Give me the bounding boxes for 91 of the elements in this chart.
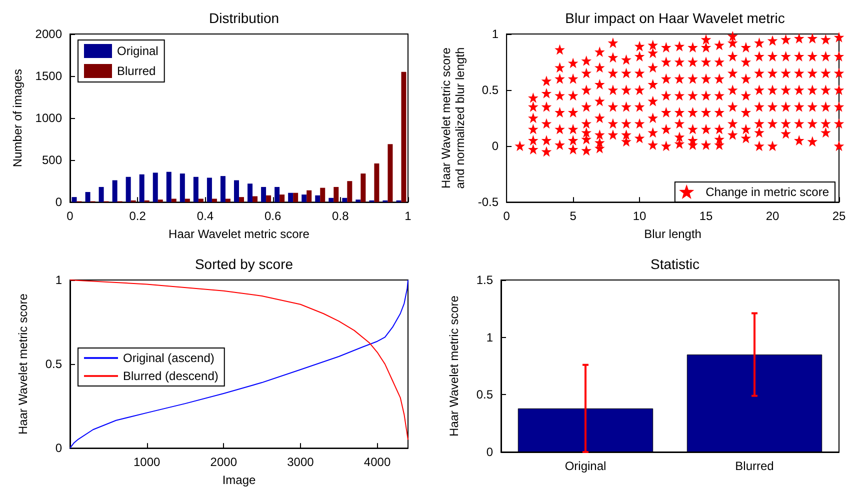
y-axis-title: Haar Wavelet metric score and normalized blur length bbox=[439, 47, 467, 189]
chart-title: Distribution bbox=[208, 10, 280, 26]
x-tick-label: 0 bbox=[66, 209, 74, 224]
x-tick-label: 4000 bbox=[364, 455, 391, 470]
chart-title: Blur impact on Haar Wavelet metric bbox=[565, 10, 785, 26]
y-tick-label: 1000 bbox=[35, 111, 62, 126]
bar bbox=[180, 174, 185, 202]
bar bbox=[193, 176, 198, 202]
bar bbox=[234, 180, 239, 202]
bar bbox=[388, 144, 393, 202]
x-axis-title: Blur length bbox=[644, 227, 702, 241]
legend-label: Blurred (descend) bbox=[123, 369, 218, 383]
y-tick-label: 1 bbox=[492, 27, 499, 41]
y-tick-label: 0.5 bbox=[45, 357, 62, 372]
x-tick-label: 0 bbox=[503, 209, 510, 224]
bar bbox=[72, 197, 77, 202]
x-tick-label: 1 bbox=[404, 209, 412, 224]
bar bbox=[293, 192, 298, 202]
x-tick-label: 5 bbox=[570, 209, 577, 224]
bar bbox=[315, 195, 320, 202]
y-tick-label: 0 bbox=[55, 195, 62, 210]
x-tick-label: 15 bbox=[699, 209, 714, 224]
bar bbox=[225, 198, 230, 202]
y-tick-label: -0.5 bbox=[478, 195, 499, 210]
y-axis-title: Haar Wavelet metric score bbox=[16, 293, 30, 435]
y-tick-label: 2000 bbox=[35, 27, 62, 41]
x-axis-title: Haar Wavelet metric score bbox=[168, 227, 310, 241]
bar bbox=[139, 174, 144, 202]
bar bbox=[347, 181, 352, 202]
bar bbox=[288, 192, 294, 202]
x-tick-label: 10 bbox=[632, 209, 647, 224]
x-tick-label: 0.6 bbox=[264, 209, 282, 224]
bar bbox=[248, 184, 253, 202]
legend-label: Original bbox=[117, 44, 158, 58]
bar bbox=[266, 195, 272, 202]
x-tick-label: 25 bbox=[832, 209, 846, 224]
bar bbox=[198, 198, 204, 202]
bar bbox=[401, 72, 406, 202]
bar bbox=[212, 198, 217, 202]
bar bbox=[152, 172, 158, 202]
y-tick-label: 1 bbox=[486, 330, 494, 344]
y-tick-label: 0.5 bbox=[482, 83, 499, 98]
bar bbox=[334, 186, 339, 202]
x-tick-label: Original bbox=[564, 459, 606, 473]
y-tick-label: 1.5 bbox=[476, 273, 494, 287]
y-tick-label: 500 bbox=[42, 153, 62, 168]
bar bbox=[302, 194, 307, 202]
bar bbox=[158, 200, 163, 202]
bar bbox=[261, 186, 266, 202]
y-tick-label: 0 bbox=[55, 441, 62, 456]
bar bbox=[206, 178, 212, 202]
legend-label: Blurred bbox=[117, 64, 156, 78]
bar bbox=[98, 186, 104, 202]
bar bbox=[306, 190, 312, 202]
bar bbox=[220, 176, 226, 202]
chart-title: Sorted by score bbox=[194, 256, 294, 272]
bar bbox=[342, 198, 348, 202]
bar bbox=[85, 192, 90, 202]
x-tick-label: 2000 bbox=[210, 455, 238, 470]
bar bbox=[328, 198, 334, 202]
bar bbox=[184, 198, 190, 202]
x-tick-label: 0.8 bbox=[332, 209, 350, 224]
x-tick-label: Blurred bbox=[735, 459, 774, 473]
x-tick-label: 20 bbox=[766, 209, 780, 224]
y-tick-label: 0.5 bbox=[476, 388, 494, 402]
legend-label: Change in metric score bbox=[706, 185, 830, 199]
bar bbox=[239, 197, 244, 202]
x-axis-title: Image bbox=[222, 473, 256, 487]
chart-title: Statistic bbox=[650, 256, 700, 272]
x-tick-label: 3000 bbox=[287, 455, 314, 470]
bar bbox=[280, 194, 285, 202]
bar bbox=[126, 176, 131, 202]
y-tick-label: 0 bbox=[492, 139, 499, 154]
bar bbox=[252, 196, 258, 202]
bar bbox=[374, 163, 380, 202]
y-axis-title: Number of images bbox=[10, 69, 24, 168]
x-tick-label: 1000 bbox=[133, 455, 160, 470]
y-tick-label: 1 bbox=[55, 273, 62, 287]
x-tick-label: 0.2 bbox=[129, 209, 146, 224]
bar bbox=[166, 172, 172, 202]
bar bbox=[360, 174, 366, 202]
y-axis-title: Haar Wavelet metric score bbox=[447, 295, 461, 436]
bar bbox=[112, 180, 118, 202]
bar bbox=[171, 198, 176, 202]
y-tick-label: 0 bbox=[486, 445, 494, 459]
legend-label: Original (ascend) bbox=[123, 351, 214, 365]
bar bbox=[320, 188, 326, 202]
y-tick-label: 1500 bbox=[35, 69, 62, 84]
bar bbox=[356, 200, 361, 202]
bar bbox=[274, 186, 280, 202]
x-tick-label: 0.4 bbox=[196, 209, 214, 224]
